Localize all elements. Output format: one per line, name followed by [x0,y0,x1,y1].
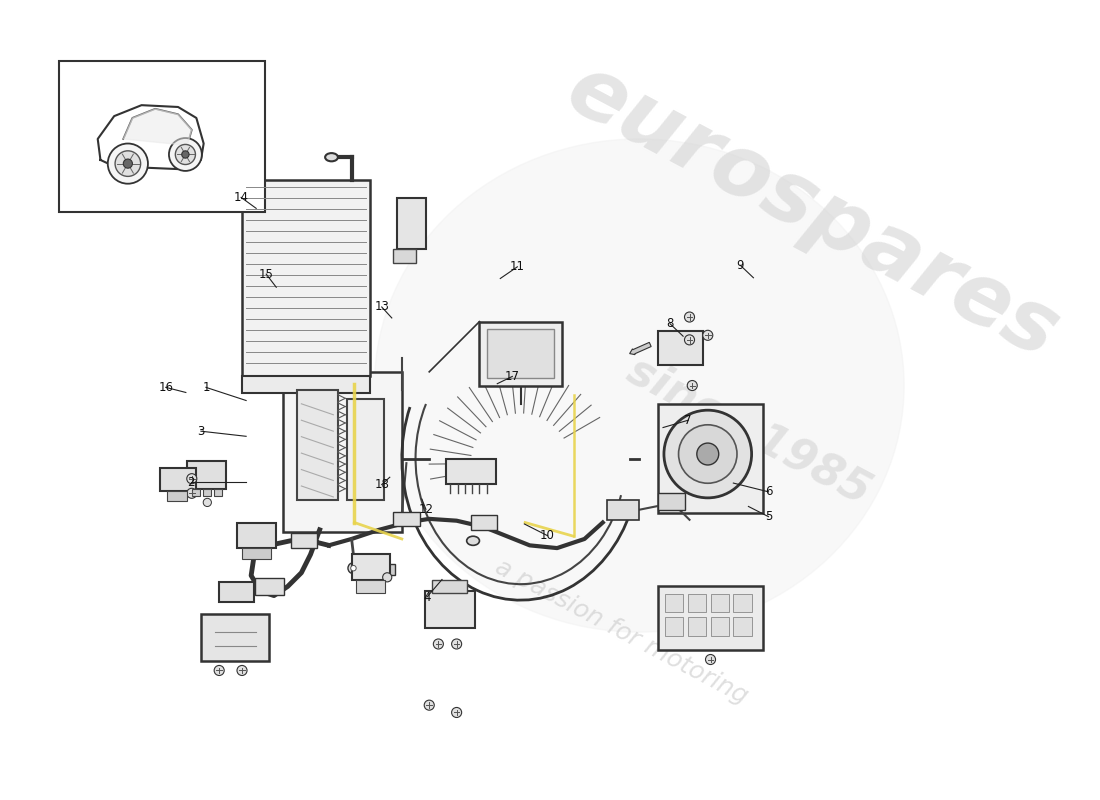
Circle shape [175,145,196,165]
Text: 16: 16 [158,381,174,394]
Bar [432,580,466,593]
Circle shape [236,666,248,675]
Bar [664,618,683,636]
Bar [283,372,402,532]
Bar [711,594,729,612]
Circle shape [688,381,697,390]
Text: a passion for motoring: a passion for motoring [491,555,751,709]
Bar [688,594,706,612]
Text: 8: 8 [667,318,673,330]
Bar [160,468,197,491]
Circle shape [452,639,462,649]
Text: 5: 5 [764,510,772,523]
Text: 6: 6 [764,486,772,498]
Bar [734,594,751,612]
Bar [352,554,390,580]
Bar [213,489,222,496]
Circle shape [169,138,201,171]
Bar [393,511,420,526]
Text: 4: 4 [424,590,431,603]
Circle shape [703,330,713,340]
Ellipse shape [326,153,338,162]
Bar [292,534,317,548]
Text: eurospares: eurospares [553,47,1072,377]
Circle shape [705,654,715,665]
Bar [734,618,751,636]
Bar [607,500,639,520]
Bar [487,329,554,378]
Circle shape [425,700,435,710]
Bar [201,614,270,662]
Bar [346,399,384,500]
Bar [255,578,284,594]
Bar [425,591,475,627]
Bar [242,548,272,559]
Circle shape [684,312,694,322]
Ellipse shape [374,139,904,632]
Text: 10: 10 [540,529,554,542]
Circle shape [679,425,737,483]
FancyArrow shape [629,342,651,354]
Bar [446,458,496,484]
Bar [187,462,225,489]
Bar [379,564,395,574]
Bar [664,594,683,612]
Text: 1: 1 [202,381,210,394]
Bar [480,322,562,386]
Bar [242,376,370,393]
Bar [471,515,497,530]
Circle shape [214,666,224,675]
Bar [191,489,200,496]
Bar [688,618,706,636]
Bar [658,586,762,650]
Text: 13: 13 [374,301,389,314]
Text: 7: 7 [684,414,692,426]
Ellipse shape [466,536,480,546]
Text: 17: 17 [505,370,520,383]
Bar [658,330,703,366]
Ellipse shape [351,566,356,571]
Text: 15: 15 [258,268,274,281]
Circle shape [433,639,443,649]
Bar [167,491,187,501]
Circle shape [204,498,211,506]
Bar [297,390,338,500]
Bar [238,522,276,548]
Text: 14: 14 [233,191,249,204]
Circle shape [187,474,197,484]
Bar [202,489,211,496]
Text: since 1985: since 1985 [620,349,878,514]
Text: 3: 3 [197,425,205,438]
Text: 18: 18 [374,478,389,491]
Ellipse shape [348,562,359,574]
Bar [658,404,762,514]
Circle shape [664,410,751,498]
Text: 11: 11 [510,260,525,274]
Text: 2: 2 [187,476,195,489]
Bar [59,62,265,212]
Polygon shape [123,109,191,146]
Circle shape [108,143,147,184]
Bar [242,180,370,376]
Circle shape [696,443,718,465]
Circle shape [116,151,141,176]
Circle shape [400,253,409,262]
Circle shape [383,573,392,582]
Bar [397,198,427,249]
Bar [711,618,729,636]
Circle shape [187,488,197,498]
Bar [658,494,685,510]
Circle shape [684,335,694,345]
Bar [393,249,416,263]
Text: 12: 12 [418,503,433,516]
Bar [219,582,254,602]
Bar [356,580,385,593]
Circle shape [123,159,132,168]
Text: 9: 9 [737,259,744,272]
Circle shape [452,707,462,718]
Circle shape [182,151,189,158]
